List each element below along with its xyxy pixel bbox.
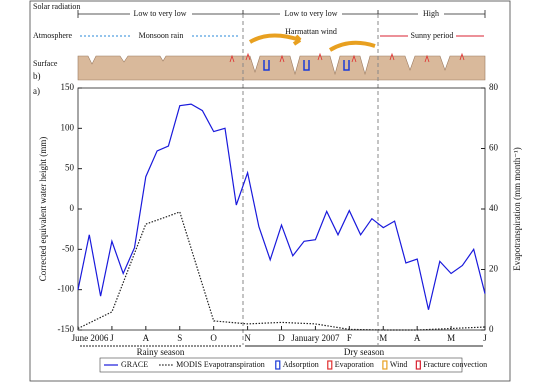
- legend-symbol: [382, 360, 388, 370]
- y-axis-label: Corrected equivalent water height (mm): [38, 137, 48, 281]
- x-tick-label: F: [347, 333, 352, 343]
- legend-label: MODIS Evapotranspiration: [176, 360, 265, 369]
- legend-label: Evaporation: [335, 360, 374, 369]
- legend-label: GRACE: [121, 360, 148, 369]
- label-bg: [418, 9, 444, 19]
- row-label: Surface: [33, 59, 58, 68]
- x-tick-label: M: [447, 333, 455, 343]
- y2-tick-label: 60: [489, 143, 499, 153]
- solar-label: Low to very low: [284, 9, 337, 18]
- label-bg: [130, 30, 192, 41]
- label-bg: [280, 9, 342, 19]
- y-tick-label: 150: [61, 82, 75, 92]
- y2-tick-label: 40: [489, 203, 499, 213]
- legend-label: Wind: [390, 360, 407, 369]
- x-tick-label: O: [210, 333, 217, 343]
- solar-label: High: [423, 9, 439, 18]
- figure-border: [29, 0, 511, 382]
- x-tick-label: A: [414, 333, 421, 343]
- x-tick-label: M: [379, 333, 387, 343]
- wind-arrow: [328, 40, 376, 52]
- y2-tick-label: 80: [489, 82, 499, 92]
- legend-symbol: [275, 360, 281, 370]
- legend-symbol: [415, 360, 421, 370]
- x-tick-label: D: [278, 333, 285, 343]
- x-tick-label: S: [177, 333, 182, 343]
- x-tick-label: J: [110, 333, 114, 343]
- season-label: Dry season: [344, 347, 385, 357]
- y-tick-label: -150: [58, 324, 75, 334]
- series-line: [77, 211, 486, 331]
- x-tick-label: A: [143, 333, 150, 343]
- plot-frame: [77, 87, 486, 331]
- legend: [99, 357, 463, 373]
- legend-symbol: [327, 360, 333, 370]
- y-tick-label: 0: [70, 203, 75, 213]
- x-tick-label: June 2006: [72, 333, 109, 343]
- atmosphere-label: Monsoon rain: [139, 31, 184, 40]
- row-label: Solar radiation: [33, 2, 80, 11]
- atmosphere-label: Harmattan wind: [285, 27, 337, 36]
- panel-label: b): [33, 71, 41, 81]
- label-bg: [408, 30, 456, 41]
- evaporation-marks: [229, 52, 465, 63]
- y2-tick-label: 0: [489, 324, 494, 334]
- wind-arrow: [248, 33, 302, 46]
- y-tick-label: -100: [58, 284, 75, 294]
- series-line: [77, 103, 486, 310]
- season-label: Rainy season: [137, 347, 185, 357]
- panel-label: a): [33, 86, 40, 96]
- y2-axis-label: Evapotranspiration (mm month⁻¹): [512, 147, 522, 270]
- x-tick-label: N: [244, 333, 251, 343]
- y-tick-label: 50: [65, 163, 75, 173]
- y-tick-label: -50: [62, 243, 74, 253]
- fracture-marks: [263, 60, 350, 71]
- y-tick-label: 100: [61, 122, 75, 132]
- x-tick-label: J: [483, 333, 487, 343]
- solar-label: Low to very low: [133, 9, 186, 18]
- y2-tick-label: 20: [489, 264, 499, 274]
- label-bg: [130, 9, 192, 19]
- atmosphere-label: Sunny period: [411, 31, 454, 40]
- legend-label: Adsorption: [283, 360, 319, 369]
- legend-label: Fracture convection: [423, 360, 487, 369]
- row-label: Atmosphere: [33, 31, 73, 40]
- surface: [77, 55, 486, 81]
- x-tick-label: January 2007: [291, 333, 340, 343]
